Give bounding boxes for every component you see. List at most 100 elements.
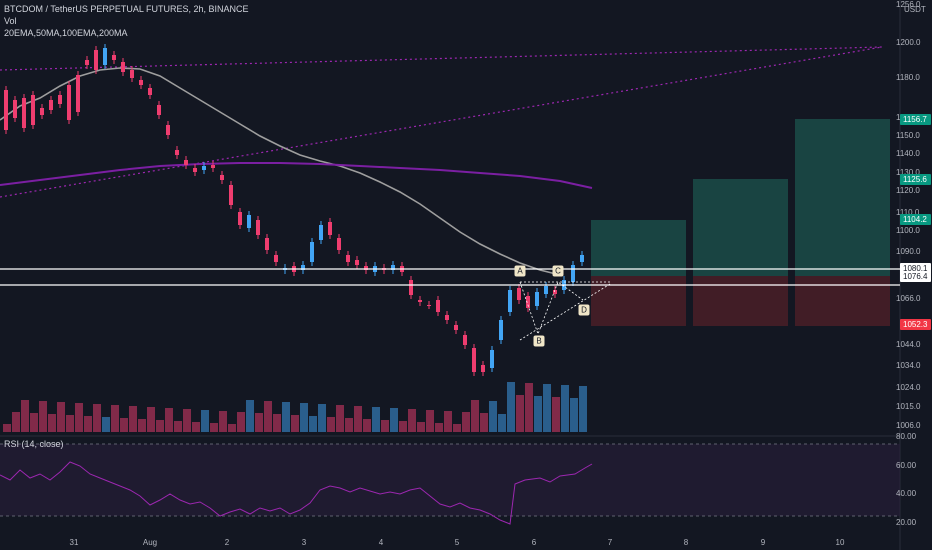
volume-bar [345,418,353,432]
candle[interactable] [49,100,53,110]
candle[interactable] [166,125,170,135]
volume-bar [48,414,56,432]
volume-bar [534,396,542,432]
price-tick-label: 1120.0 [896,186,920,195]
candle[interactable] [544,286,548,294]
candle[interactable] [526,296,530,308]
rsi-legend[interactable]: RSI (14, close) [4,439,64,449]
candle[interactable] [481,365,485,372]
candle[interactable] [130,70,134,78]
candle[interactable] [274,255,278,262]
candle[interactable] [211,165,215,168]
candle[interactable] [337,238,341,250]
candle[interactable] [508,290,512,312]
candle[interactable] [355,260,359,265]
candle[interactable] [22,98,26,128]
candle[interactable] [445,315,449,320]
candle[interactable] [319,225,323,240]
candle[interactable] [490,350,494,368]
candle[interactable] [31,95,35,125]
candle[interactable] [472,348,476,372]
price-badge: 1104.2 [900,214,931,225]
volume-bar [399,421,407,432]
candle[interactable] [4,90,8,130]
volume-bar [444,411,452,432]
volume-bar [489,401,497,432]
candle[interactable] [553,290,557,294]
candle[interactable] [175,150,179,155]
candle[interactable] [535,292,539,306]
candle[interactable] [436,300,440,312]
candle[interactable] [409,280,413,295]
volume-bar [246,400,254,432]
candle[interactable] [40,108,44,115]
volume-bar [129,406,137,432]
price-badge: 1076.4 [900,271,931,282]
price-tick-label: 1066.0 [896,294,921,303]
volume-bar [309,416,317,432]
candle[interactable] [220,175,224,180]
ma-gray-line [0,67,561,276]
trend-line-top[interactable] [0,46,883,71]
candle[interactable] [571,265,575,282]
candle[interactable] [580,255,584,262]
candle[interactable] [346,255,350,262]
candle[interactable] [13,100,17,118]
candle[interactable] [157,105,161,115]
candle[interactable] [256,220,260,235]
volume-bar [525,383,533,432]
volume-bar [480,413,488,432]
price-tick-label: 1006.0 [896,421,921,430]
abcd-pattern[interactable] [519,281,611,341]
candle[interactable] [265,238,269,250]
candle[interactable] [139,80,143,85]
candle[interactable] [76,75,80,112]
price-tick-label: 1034.0 [896,361,921,370]
candle[interactable] [121,62,125,72]
vol-legend[interactable]: Vol [4,16,17,26]
candle[interactable] [310,242,314,262]
pattern-point-d[interactable]: D [578,304,590,316]
trend-line-rising[interactable] [0,46,883,198]
stop-loss-zone-2[interactable] [693,276,788,326]
volume-bar [210,423,218,432]
pattern-point-a[interactable]: A [514,265,526,277]
candle[interactable] [103,48,107,65]
candle[interactable] [364,266,368,270]
candle[interactable] [517,288,521,300]
candle[interactable] [391,265,395,270]
candle[interactable] [427,305,431,306]
candle[interactable] [85,60,89,65]
pattern-point-b[interactable]: B [533,335,545,347]
candle[interactable] [67,85,71,120]
price-tick-label: 1130.0 [896,168,920,177]
symbol-legend[interactable]: BTCDOM / TetherUS PERPETUAL FUTURES, 2h,… [4,4,249,14]
candle[interactable] [229,185,233,205]
candle[interactable] [148,88,152,95]
candle[interactable] [238,212,242,225]
candle[interactable] [328,222,332,235]
ma-legend[interactable]: 20EMA,50MA,100EMA,200MA [4,28,128,38]
candle[interactable] [499,320,503,340]
candles[interactable] [4,44,584,376]
candle[interactable] [418,300,422,302]
take-profit-zone-2[interactable] [693,179,788,276]
take-profit-zone-3[interactable] [795,119,890,276]
take-profit-zone-1[interactable] [591,220,686,276]
candle[interactable] [58,95,62,104]
stop-loss-zone-1[interactable] [591,276,686,326]
candle[interactable] [301,265,305,270]
candle[interactable] [202,166,206,170]
candle[interactable] [463,335,467,345]
volume-bar [507,382,515,432]
candle[interactable] [247,215,251,228]
stop-loss-zone-3[interactable] [795,276,890,326]
position-tool[interactable] [591,119,890,326]
candle[interactable] [454,325,458,330]
candle[interactable] [184,160,188,165]
candle[interactable] [112,55,116,60]
candle[interactable] [94,50,98,70]
candle[interactable] [193,168,197,172]
pattern-point-c[interactable]: C [552,265,564,277]
